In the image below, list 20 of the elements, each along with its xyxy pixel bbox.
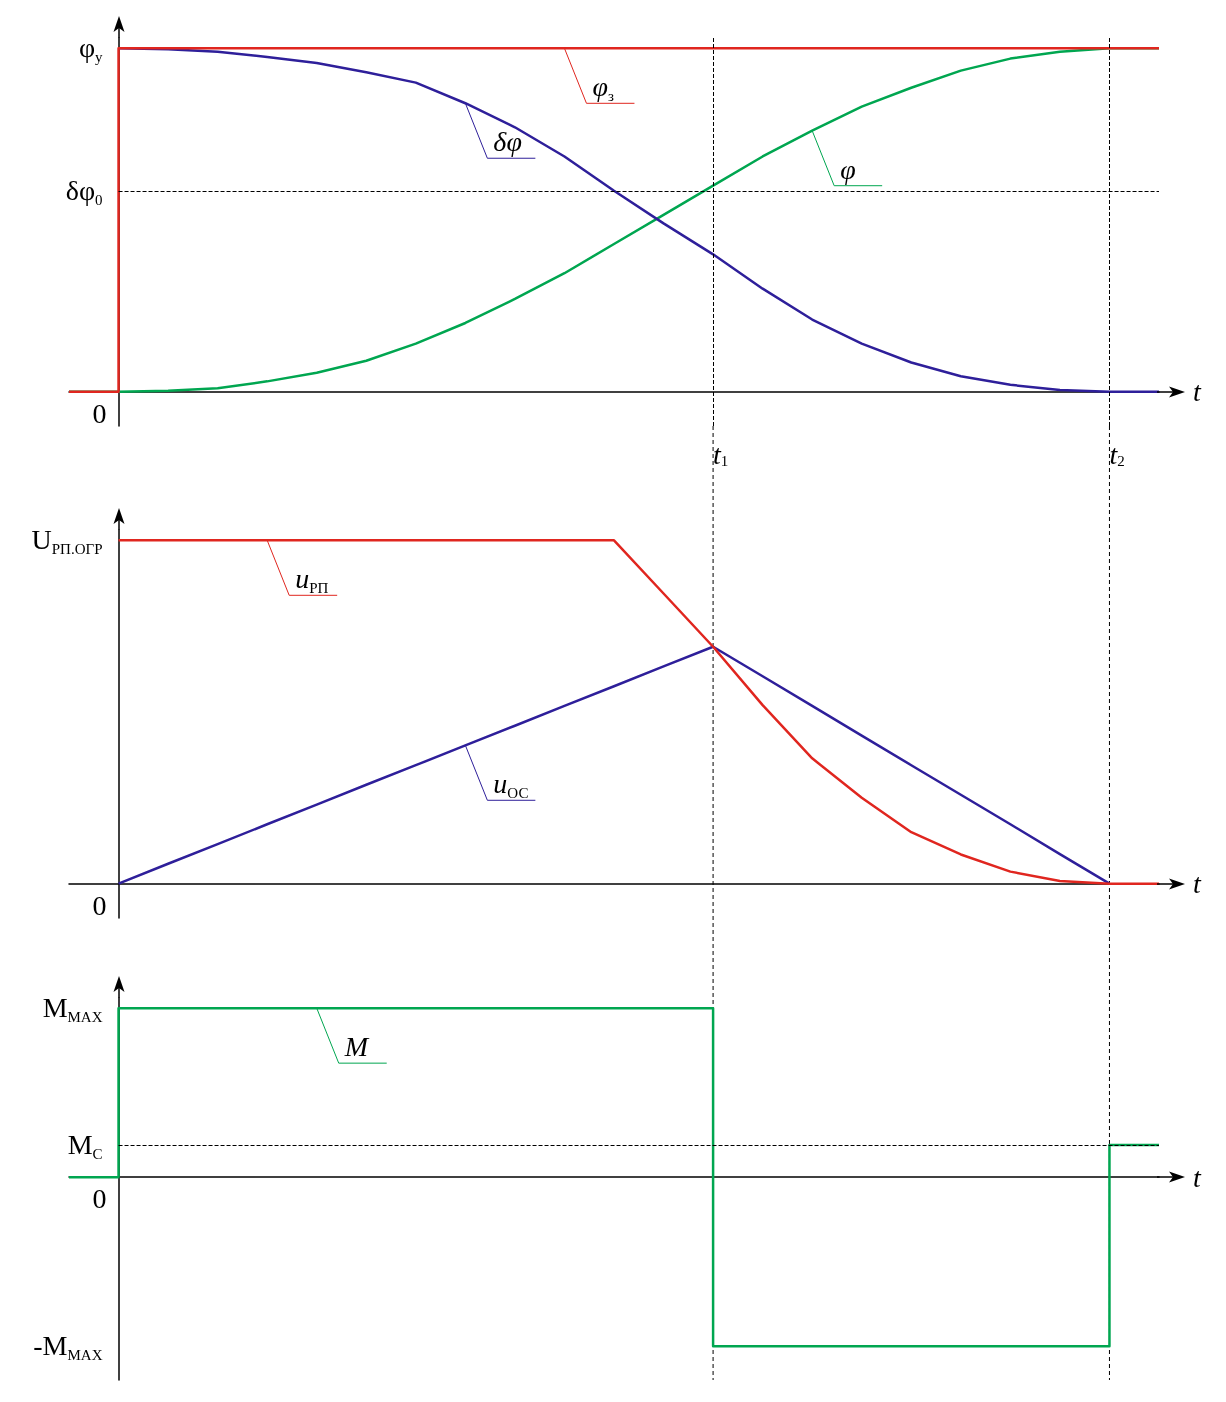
legend-label: u$_{РП}$ — [295, 563, 329, 597]
legend-label: φ — [840, 153, 856, 185]
legend-label: φ$_{з}$ — [592, 71, 614, 105]
x-axis-title: t — [1193, 376, 1202, 408]
ref-line-label: M$_{С}$ — [67, 1129, 103, 1163]
text: 0 — [92, 889, 107, 921]
text: 0 — [92, 397, 107, 429]
annotation: -M$_{МАХ}$ — [33, 1330, 103, 1364]
legend-label: M — [344, 1031, 369, 1063]
legend-label: u$_{ОС}$ — [493, 768, 529, 802]
ref-line-label: δφ$_{0}$ — [65, 174, 103, 208]
legend-label: δφ — [493, 126, 522, 158]
x-tick-label: t1 — [713, 438, 729, 470]
x-axis-title: t — [1193, 868, 1202, 900]
annotation: φ$_{у}$ — [78, 32, 103, 66]
annotation: 0 — [92, 1183, 107, 1215]
annotation: U$_{РП.ОГР}$ — [31, 524, 103, 558]
x-tick-label: t2 — [1109, 438, 1125, 470]
x-axis-title: t — [1193, 1161, 1202, 1193]
annotation: M$_{МАХ}$ — [42, 992, 103, 1026]
